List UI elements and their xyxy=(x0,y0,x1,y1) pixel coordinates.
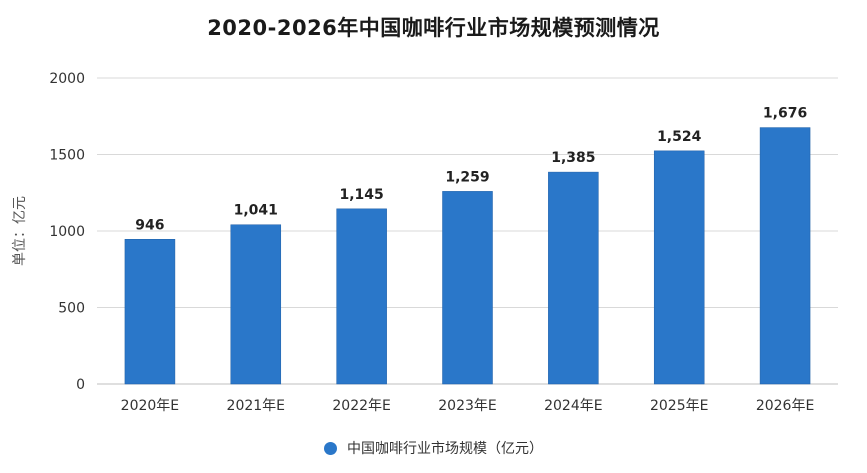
bar[interactable] xyxy=(653,150,705,385)
x-axis-ticks: 2020年E 2021年E 2022年E 2023年E 2024年E 2025年E 2026… xyxy=(121,398,815,414)
chart-title: 2020-2026年中国咖啡行业市场规模预测情况 xyxy=(207,16,660,40)
legend[interactable]: 中国咖啡行业市场规模（亿元） xyxy=(0,438,867,458)
x-tick-label: 2025年E xyxy=(650,398,708,414)
bar-value-label: 1,259 xyxy=(445,169,489,185)
bar[interactable] xyxy=(442,191,493,385)
bar[interactable] xyxy=(759,127,811,385)
y-tick-label: 0 xyxy=(76,377,85,393)
y-tick-label: 500 xyxy=(58,301,85,317)
bar[interactable] xyxy=(230,224,282,385)
legend-label: 中国咖啡行业市场规模（亿元） xyxy=(347,441,543,457)
bar-value-label: 946 xyxy=(135,217,164,233)
data-labels: 946 1,041 1,145 1,259 1,385 1,524 1,676 xyxy=(135,106,807,234)
y-tick-label: 2000 xyxy=(49,71,85,87)
bar-value-label: 1,676 xyxy=(763,106,807,122)
bars xyxy=(124,127,811,385)
x-tick-label: 2020年E xyxy=(121,398,179,414)
x-tick-label: 2023年E xyxy=(438,398,496,414)
bar-value-label: 1,041 xyxy=(234,203,278,219)
x-tick-label: 2022年E xyxy=(332,398,390,414)
y-tick-label: 1000 xyxy=(49,224,85,240)
y-axis-label: 单位：亿元 xyxy=(12,196,28,266)
bar[interactable] xyxy=(548,171,599,385)
bar-value-label: 1,524 xyxy=(657,129,702,145)
x-tick-label: 2021年E xyxy=(227,398,285,414)
bar-value-label: 1,145 xyxy=(339,187,383,203)
y-axis-ticks: 0 500 1000 1500 2000 xyxy=(49,71,85,393)
bar-value-label: 1,385 xyxy=(551,150,595,166)
legend-marker-icon xyxy=(324,441,337,455)
bar[interactable] xyxy=(336,208,387,385)
bar[interactable] xyxy=(124,239,176,385)
x-tick-label: 2026年E xyxy=(756,398,814,414)
x-tick-label: 2024年E xyxy=(544,398,602,414)
y-tick-label: 1500 xyxy=(49,148,85,164)
